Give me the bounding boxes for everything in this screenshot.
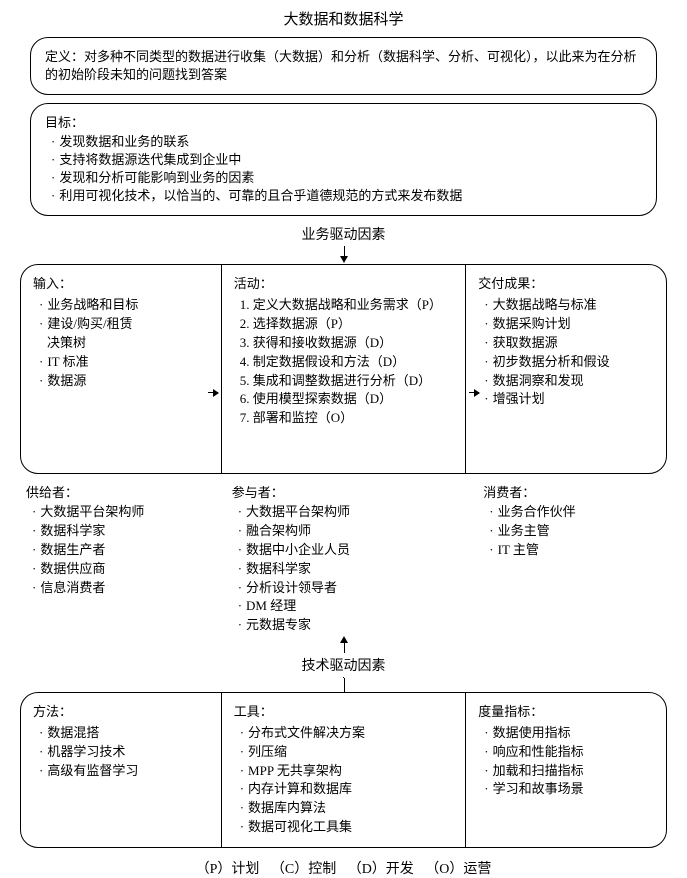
tools-label: 工具： (234, 703, 454, 722)
participants-col: 参与者： 大数据平台架构师 融合架构师 数据中小企业人员 数据科学家 分析设计领… (220, 484, 462, 635)
metrics-label: 度量指标： (478, 703, 654, 722)
connector-line (20, 678, 667, 692)
list-item: IT 标准 (39, 353, 209, 372)
deliverables-cell: 交付成果： 大数据战略与标准 数据采购计划 获取数据源 初步数据分析和假设 数据… (466, 265, 666, 473)
list-item: 大数据平台架构师 (32, 503, 210, 522)
consumers-label: 消费者： (483, 484, 667, 503)
inputs-list: 业务战略和目标 建设/购买/租赁 (33, 296, 209, 334)
list-item: 数据库内算法 (240, 799, 454, 818)
list-item: 5. 集成和调整数据进行分析（D） (240, 372, 454, 391)
tools-cell: 工具： 分布式文件解决方案 列压缩 MPP 无共享架构 内存计算和数据库 数据库… (221, 693, 467, 847)
list-item: 数据混搭 (39, 724, 209, 743)
list-item: 内存计算和数据库 (240, 780, 454, 799)
list-item: IT 主管 (489, 541, 667, 560)
list-item: 获取数据源 (484, 334, 654, 353)
activities-cell: 活动： 1. 定义大数据战略和业务需求（P） 2. 选择数据源（P） 3. 获得… (221, 265, 467, 473)
list-item: 发现数据和业务的联系 (51, 133, 642, 151)
arrow-right-icon (208, 392, 218, 393)
goals-box: 目标： 发现数据和业务的联系 支持将数据源迭代集成到企业中 发现和分析可能影响到… (30, 103, 657, 216)
list-item: 数据采购计划 (484, 315, 654, 334)
list-item: 学习和故事场景 (484, 780, 654, 799)
suppliers-list: 大数据平台架构师 数据科学家 数据生产者 数据供应商 信息消费者 (26, 503, 210, 597)
goals-label: 目标： (45, 114, 642, 132)
definition-box: 定义：对多种不同类型的数据进行收集（大数据）和分析（数据科学、分析、可视化），以… (30, 37, 657, 95)
consumers-list: 业务合作伙伴 业务主管 IT 主管 (483, 503, 667, 560)
definition-text: 对多种不同类型的数据进行收集（大数据）和分析（数据科学、分析、可视化），以此来为… (45, 49, 637, 82)
legend: （P）计划 （C）控制 （D）开发 （O）运营 (20, 858, 667, 878)
list-item: 3. 获得和接收数据源（D） (240, 334, 454, 353)
list-item: 数据科学家 (32, 522, 210, 541)
list-item: 业务战略和目标 (39, 296, 209, 315)
list-item: 元数据专家 (238, 616, 462, 635)
participants-label: 参与者： (232, 484, 462, 503)
list-item: 分布式文件解决方案 (240, 724, 454, 743)
list-item: 融合架构师 (238, 522, 462, 541)
roles-row: 供给者： 大数据平台架构师 数据科学家 数据生产者 数据供应商 信息消费者 参与… (20, 484, 667, 635)
definition-label: 定义： (45, 49, 84, 64)
list-item: 增强计划 (484, 390, 654, 409)
list-item: 初步数据分析和假设 (484, 353, 654, 372)
list-item: 7. 部署和监控（O） (240, 409, 454, 428)
business-driver-label: 业务驱动因素 (20, 224, 667, 244)
list-item: 数据供应商 (32, 560, 210, 579)
list-item: 分析设计领导者 (238, 579, 462, 598)
tech-driver-label: 技术驱动因素 (20, 655, 667, 675)
bottom-box: 方法： 数据混搭 机器学习技术 高级有监督学习 工具： 分布式文件解决方案 列压… (20, 692, 667, 848)
list-item: 信息消费者 (32, 579, 210, 598)
activities-list: 1. 定义大数据战略和业务需求（P） 2. 选择数据源（P） 3. 获得和接收数… (234, 296, 454, 428)
list-item: 大数据平台架构师 (238, 503, 462, 522)
list-item: 业务主管 (489, 522, 667, 541)
list-item: MPP 无共享架构 (240, 762, 454, 781)
list-item: 数据科学家 (238, 560, 462, 579)
list-item: 6. 使用模型探索数据（D） (240, 390, 454, 409)
core-tri-wrap: 输入： 业务战略和目标 建设/购买/租赁 决策树 IT 标准 数据源 活动： 1… (20, 264, 667, 474)
list-item: 业务合作伙伴 (489, 503, 667, 522)
list-item: 2. 选择数据源（P） (240, 315, 454, 334)
methods-list: 数据混搭 机器学习技术 高级有监督学习 (33, 724, 209, 781)
page-title: 大数据和数据科学 (20, 8, 667, 29)
arrow-down-icon (20, 246, 667, 264)
core-box: 输入： 业务战略和目标 建设/购买/租赁 决策树 IT 标准 数据源 活动： 1… (20, 264, 667, 474)
list-item: 决策树 (33, 334, 209, 353)
deliverables-list: 大数据战略与标准 数据采购计划 获取数据源 初步数据分析和假设 数据洞察和发现 … (478, 296, 654, 409)
list-item: 数据生产者 (32, 541, 210, 560)
list-item: 响应和性能指标 (484, 743, 654, 762)
tools-list: 分布式文件解决方案 列压缩 MPP 无共享架构 内存计算和数据库 数据库内算法 … (234, 724, 454, 837)
list-item: 建设/购买/租赁 (39, 315, 209, 334)
suppliers-label: 供给者： (26, 484, 210, 503)
list-item: 1. 定义大数据战略和业务需求（P） (240, 296, 454, 315)
methods-cell: 方法： 数据混搭 机器学习技术 高级有监督学习 (21, 693, 221, 847)
list-item: 数据使用指标 (484, 724, 654, 743)
list-item: 机器学习技术 (39, 743, 209, 762)
list-item: 4. 制定数据假设和方法（D） (240, 353, 454, 372)
activities-label: 活动： (234, 275, 454, 294)
inputs-cell: 输入： 业务战略和目标 建设/购买/租赁 决策树 IT 标准 数据源 (21, 265, 221, 473)
list-item: 数据可视化工具集 (240, 818, 454, 837)
arrow-up-icon (20, 635, 667, 653)
list-item: 数据中小企业人员 (238, 541, 462, 560)
goals-list: 发现数据和业务的联系 支持将数据源迭代集成到企业中 发现和分析可能影响到业务的因… (45, 133, 642, 206)
metrics-cell: 度量指标： 数据使用指标 响应和性能指标 加载和扫描指标 学习和故事场景 (466, 693, 666, 847)
list-item: 发现和分析可能影响到业务的因素 (51, 169, 642, 187)
inputs-list-2: IT 标准 数据源 (33, 353, 209, 391)
list-item: 利用可视化技术，以恰当的、可靠的且合乎道德规范的方式来发布数据 (51, 187, 642, 205)
list-item: 支持将数据源迭代集成到企业中 (51, 151, 642, 169)
list-item: 数据源 (39, 372, 209, 391)
list-item: 高级有监督学习 (39, 762, 209, 781)
list-item: DM 经理 (238, 597, 462, 616)
arrow-right-icon (469, 392, 479, 393)
participants-list: 大数据平台架构师 融合架构师 数据中小企业人员 数据科学家 分析设计领导者 DM… (232, 503, 462, 635)
methods-label: 方法： (33, 703, 209, 722)
deliverables-label: 交付成果： (478, 275, 654, 294)
list-item: 大数据战略与标准 (484, 296, 654, 315)
list-item: 列压缩 (240, 743, 454, 762)
metrics-list: 数据使用指标 响应和性能指标 加载和扫描指标 学习和故事场景 (478, 724, 654, 799)
suppliers-col: 供给者： 大数据平台架构师 数据科学家 数据生产者 数据供应商 信息消费者 (20, 484, 210, 635)
inputs-label: 输入： (33, 275, 209, 294)
consumers-col: 消费者： 业务合作伙伴 业务主管 IT 主管 (471, 484, 667, 635)
list-item: 加载和扫描指标 (484, 762, 654, 781)
list-item: 数据洞察和发现 (484, 372, 654, 391)
